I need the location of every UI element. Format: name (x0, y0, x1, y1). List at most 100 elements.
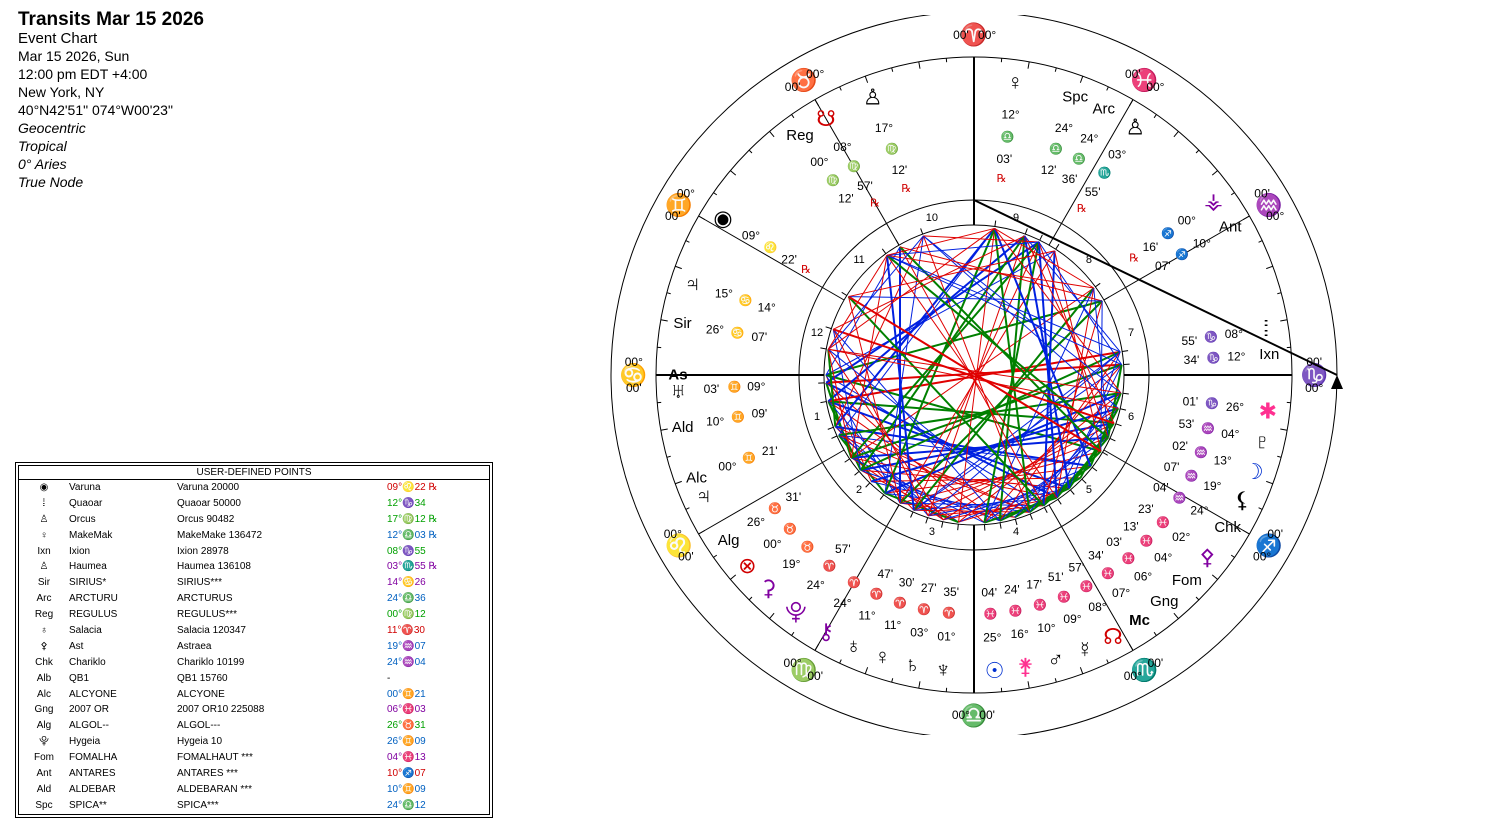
planet-degree: 09° (742, 229, 760, 243)
planet-glyph: Fom (1172, 572, 1202, 589)
sign-minute-label: 00' (785, 80, 801, 94)
point-glyph: Ant (36, 768, 52, 780)
house-cusp (1048, 99, 1134, 246)
planet-glyph: ♄ (904, 652, 921, 677)
point-abbr: ARCTURU (69, 593, 118, 605)
point-name: 2007 OR10 225088 (177, 704, 265, 716)
planet-minute: 51' (1048, 570, 1064, 584)
degree-tick (839, 659, 842, 664)
point-name: Salacia 120347 (177, 625, 246, 637)
aspect-line (827, 235, 924, 350)
planet-sign: ♈ (870, 587, 884, 600)
aspect-line (827, 255, 888, 350)
degree-tick (791, 114, 795, 119)
planet-glyph: Alc (686, 470, 707, 487)
planet-sign: ♓ (1080, 580, 1094, 593)
aspect-line (827, 348, 1030, 513)
house-number: 4 (1013, 526, 1019, 538)
planet-degree: 04° (1221, 427, 1239, 441)
point-abbr: QB1 (69, 672, 90, 684)
point-abbr: Salacia (69, 625, 102, 637)
aspect-line (828, 348, 1121, 394)
planet-position-tick (994, 220, 997, 227)
point-abbr: Haumea (69, 561, 107, 573)
point-glyph: ♀ (40, 529, 48, 541)
planet-sign: ♓ (1140, 535, 1154, 548)
aspect-line (943, 477, 1081, 521)
aspect-line (860, 469, 1070, 489)
planet-sign: ♑ (1204, 331, 1218, 344)
degree-tick (864, 667, 869, 674)
sign-glyph: ♉ (790, 68, 817, 93)
planet-minute: 34' (1184, 353, 1200, 367)
house-number: 1 (814, 411, 820, 423)
planet-sign: ♍ (885, 143, 899, 156)
aspect-line (834, 235, 924, 427)
planet-degree: 26° (706, 322, 724, 336)
house-number: 7 (1128, 327, 1134, 339)
point-position: 24°♒04 (387, 656, 426, 668)
aspect-line (827, 228, 995, 350)
sign-degree-label: 00° (1253, 549, 1271, 563)
planet-sign: ♓ (1156, 516, 1170, 529)
planet-position-tick (844, 458, 850, 463)
planet-position-tick (957, 524, 959, 531)
planet-sign: ♉ (783, 522, 797, 535)
point-abbr: Orcus (69, 513, 96, 525)
planet-position-tick (1029, 513, 1033, 520)
planet-minute: 27' (921, 581, 937, 595)
planet-position-tick (1057, 499, 1062, 505)
planet-position-tick (920, 228, 924, 235)
degree-tick (1173, 131, 1179, 138)
aspect-line (958, 465, 1091, 523)
aspect-line (1056, 287, 1095, 498)
planet-position-tick (1024, 228, 1028, 235)
planet-sign: ♒ (1173, 492, 1187, 505)
point-abbr: REGULUS (69, 609, 118, 621)
planet-position-tick (831, 435, 838, 439)
planet-minute: 23' (1138, 502, 1154, 516)
sign-minute-label: 00' (665, 209, 681, 223)
planet-glyph: Chk (1214, 519, 1241, 536)
point-position: 04°♓13 (387, 752, 426, 764)
planet-glyph: ♙ (1125, 114, 1145, 139)
sign-glyph: ♓ (1130, 68, 1157, 93)
point-abbr: ALGOL-- (69, 720, 110, 732)
degree-tick (891, 67, 894, 72)
planet-minute: 36' (1062, 172, 1078, 186)
aspect-line (994, 228, 1094, 289)
planet-glyph: ◉ (713, 206, 732, 231)
planet-position-tick (1103, 296, 1110, 301)
house-number: 9 (1013, 212, 1019, 224)
planet-degree: 17° (875, 121, 893, 135)
planet-glyph: Ant (1219, 219, 1242, 236)
degree-tick (675, 265, 682, 270)
point-abbr: SPICA** (69, 799, 107, 811)
degree-tick (1054, 678, 1057, 683)
point-name: ARCTURUS (177, 593, 233, 605)
house-cusp (698, 215, 845, 301)
point-position: 09°♌22 ℞ (387, 482, 438, 493)
aspect-line (1024, 235, 1121, 353)
degree-tick (1106, 659, 1109, 664)
degree-tick (1280, 319, 1288, 322)
planet-degree: 24° (807, 578, 825, 592)
planet-sign: ♓ (1121, 552, 1135, 565)
degree-tick (698, 530, 705, 535)
sign-minute-label: 00' (979, 708, 995, 722)
planet-glyph: ☉ (985, 658, 1005, 683)
planet-glyph: Gng (1150, 593, 1178, 610)
planet-sign: ♑ (1205, 397, 1219, 410)
sign-degree-label: 00° (1146, 80, 1164, 94)
table-row: ♁ Salacia Salacia 120347 11°♈30 (19, 623, 489, 639)
planet-minute: 01' (1183, 395, 1199, 409)
retrograde-mark: ℞ (801, 264, 811, 276)
chart-wheel: ♈00' 00°♉00'00°♊00'00°♋00'00°♌00'00°♍00'0… (610, 15, 1343, 735)
degree-tick (791, 631, 795, 636)
degree-tick (713, 554, 718, 558)
planet-sign: ♊ (727, 381, 741, 394)
planet-degree: 03' (704, 382, 720, 396)
retrograde-mark: ℞ (997, 173, 1007, 185)
planet-glyph: ⚵ (1017, 654, 1033, 679)
planet-degree: 08° (1088, 600, 1106, 614)
